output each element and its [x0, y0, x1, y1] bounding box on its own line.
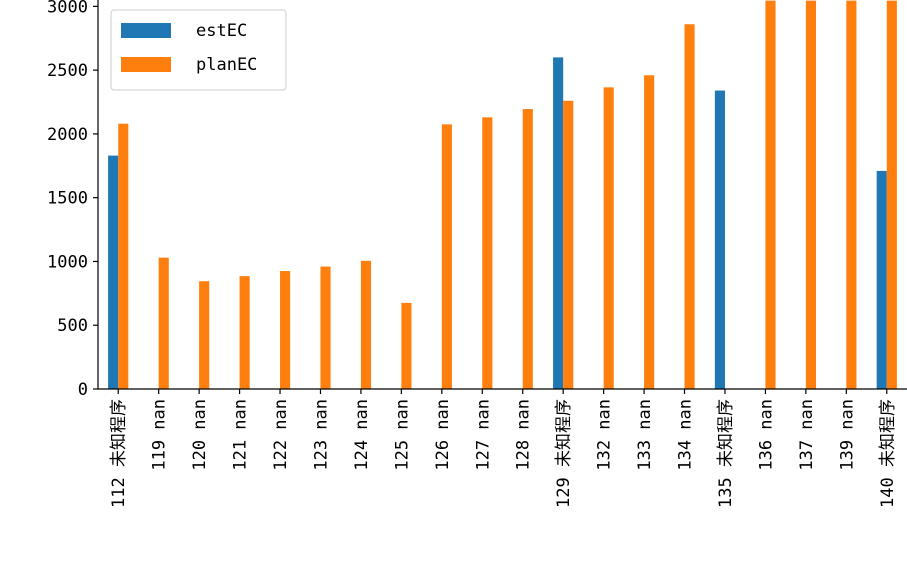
bar-planEC-11 — [563, 100, 574, 389]
x-tick-label-17: 137 nan — [797, 399, 817, 471]
x-tick-label-11: 129 未知程序 — [554, 399, 574, 508]
bar-planEC-7 — [401, 302, 412, 389]
bar-planEC-14 — [684, 24, 695, 389]
bar-estEC-15 — [714, 90, 725, 389]
axes-layer: 0 500 1000 1500 2000 2500 3000 112 未知程序 119 nan 1… — [47, 0, 907, 508]
x-tick-label-3: 121 nan — [231, 399, 251, 471]
y-tick-label-2: 1000 — [47, 252, 88, 272]
bar-estEC-19 — [876, 170, 887, 389]
bar-planEC-5 — [320, 266, 331, 389]
bar-estEC-0 — [108, 155, 119, 389]
x-tick-label-12: 132 nan — [595, 399, 615, 471]
x-tick-label-19: 140 未知程序 — [878, 399, 898, 508]
legend-label-estEC: estEC — [196, 21, 247, 41]
bar-planEC-12 — [603, 87, 614, 389]
y-tick-label-4: 2000 — [47, 125, 88, 145]
bar-planEC-6 — [360, 260, 372, 389]
bars-layer — [108, 0, 897, 390]
bar-planEC-0 — [118, 123, 129, 389]
bar-estEC-11 — [553, 57, 564, 390]
bar-planEC-1 — [158, 257, 169, 389]
x-tick-label-1: 119 nan — [150, 399, 170, 471]
bar-planEC-16 — [765, 0, 776, 390]
x-tick-label-8: 126 nan — [433, 399, 453, 471]
legend-label-planEC: planEC — [196, 55, 257, 75]
bar-planEC-10 — [522, 109, 533, 389]
y-tick-label-3: 1500 — [47, 189, 88, 209]
x-tick-label-14: 134 nan — [676, 399, 696, 471]
legend-swatch-estEC — [121, 23, 171, 38]
bar-planEC-18 — [846, 0, 857, 390]
x-tick-label-16: 136 nan — [756, 399, 776, 471]
bar-planEC-9 — [482, 117, 493, 389]
bar-planEC-4 — [280, 271, 291, 389]
y-tick-label-0: 0 — [78, 380, 88, 400]
legend-swatch-planEC — [121, 57, 171, 72]
x-tick-label-13: 133 nan — [635, 399, 655, 471]
bar-planEC-2 — [199, 281, 210, 389]
x-tick-label-7: 125 nan — [392, 399, 412, 471]
x-tick-label-10: 128 nan — [514, 399, 534, 471]
x-tick-label-18: 139 nan — [837, 399, 857, 471]
y-tick-label-6: 3000 — [47, 0, 88, 17]
x-tick-label-6: 124 nan — [352, 399, 372, 471]
legend: estEC planEC — [110, 9, 287, 91]
bar-planEC-13 — [644, 75, 655, 390]
bar-planEC-3 — [239, 276, 250, 389]
y-tick-label-1: 500 — [57, 316, 88, 336]
x-tick-label-2: 120 nan — [190, 399, 210, 471]
bar-planEC-17 — [805, 0, 816, 390]
x-tick-label-0: 112 未知程序 — [109, 399, 129, 508]
x-tick-label-5: 123 nan — [311, 399, 331, 471]
bar-planEC-19 — [886, 0, 897, 390]
x-tick-label-15: 135 未知程序 — [716, 399, 736, 508]
bar-planEC-8 — [441, 124, 452, 389]
y-tick-label-5: 2500 — [47, 61, 88, 81]
x-tick-label-4: 122 nan — [271, 399, 291, 471]
x-tick-label-9: 127 nan — [473, 399, 493, 471]
